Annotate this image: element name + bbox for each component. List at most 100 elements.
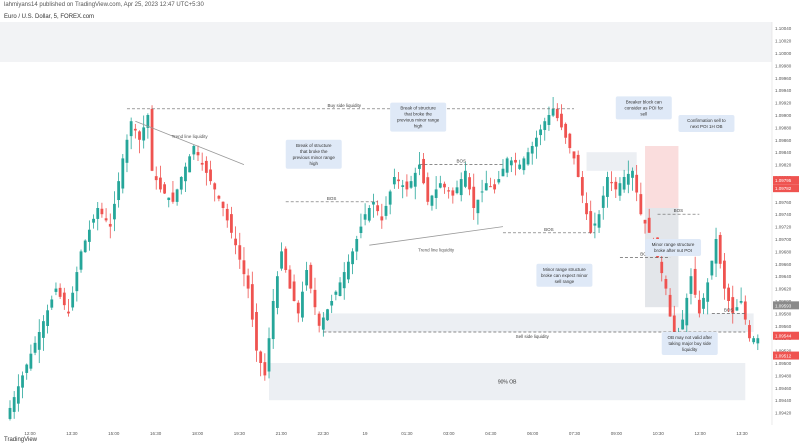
candle-body bbox=[37, 332, 41, 350]
x-tick-label: 22:30 bbox=[318, 431, 330, 436]
x-tick-label: 13:30 bbox=[66, 431, 78, 436]
candle-body bbox=[129, 121, 133, 137]
note-text: Break of structure bbox=[400, 106, 436, 111]
candle-body bbox=[275, 276, 279, 308]
ob-zone bbox=[269, 363, 746, 401]
candle-body bbox=[334, 291, 338, 295]
x-tick-label: 18:00 bbox=[192, 431, 204, 436]
note-breaker-block bbox=[615, 96, 672, 120]
candle-body bbox=[83, 240, 87, 253]
y-tick-label: 1.10040 bbox=[775, 26, 792, 31]
x-tick-label: 12:00 bbox=[694, 431, 706, 436]
candle-body bbox=[271, 301, 275, 340]
y-tick-label: 1.09900 bbox=[775, 113, 792, 118]
candle-body bbox=[92, 218, 95, 223]
candle-body bbox=[514, 159, 517, 163]
price-label-text: 1.09795 bbox=[775, 178, 792, 183]
candle-body bbox=[497, 179, 501, 183]
candle-body bbox=[259, 351, 263, 363]
candle-body bbox=[338, 282, 342, 296]
y-tick-label: 1.09840 bbox=[775, 150, 792, 155]
y-tick-label: 1.09720 bbox=[775, 225, 792, 230]
x-tick-label: 09:00 bbox=[611, 431, 623, 436]
candle-body bbox=[363, 214, 367, 220]
ob-zone-label: 90% OB bbox=[498, 380, 517, 386]
bos-label: BOS bbox=[674, 208, 684, 213]
note-text: consider as POI for bbox=[625, 105, 664, 110]
candle-body bbox=[438, 183, 442, 188]
candle-body bbox=[735, 307, 739, 311]
candle-body bbox=[480, 191, 484, 193]
publisher-info: lahmiyans14 published on TradingView.com… bbox=[4, 2, 204, 8]
candle-body bbox=[133, 128, 137, 131]
candle-body bbox=[138, 131, 141, 140]
sell-ob-zone bbox=[645, 146, 679, 208]
candle-body bbox=[397, 179, 400, 182]
candle-body bbox=[392, 177, 396, 185]
y-tick-label: 1.09460 bbox=[775, 386, 792, 391]
candle-body bbox=[472, 186, 476, 208]
x-tick-label: 19:30 bbox=[234, 431, 246, 436]
candle-body bbox=[647, 217, 651, 233]
candle-body bbox=[706, 282, 710, 302]
note-text: previous minor range bbox=[293, 155, 336, 160]
candle-body bbox=[547, 115, 551, 125]
note-minor-range-poi bbox=[645, 239, 702, 256]
x-tick-label: 15:00 bbox=[108, 431, 120, 436]
candle-body bbox=[489, 186, 492, 188]
candle-body bbox=[230, 214, 233, 233]
trend-label: Trend line liquidity bbox=[172, 134, 209, 139]
note-text: OB may not valid after bbox=[667, 335, 712, 340]
candle-body bbox=[221, 201, 225, 208]
note-minor-range bbox=[536, 263, 593, 287]
y-tick-label: 1.09480 bbox=[775, 373, 792, 378]
y-tick-label: 1.09740 bbox=[775, 212, 792, 217]
trend-label: Trend line liquidity bbox=[418, 247, 455, 252]
buy-side-label: Buy side liquidity bbox=[327, 103, 361, 108]
price-label-text: 1.09512 bbox=[775, 354, 792, 359]
candle-body bbox=[62, 292, 66, 306]
candle-body bbox=[739, 301, 743, 303]
candle-body bbox=[263, 362, 267, 376]
candle-body bbox=[601, 195, 605, 208]
candle-body bbox=[714, 239, 718, 264]
candle-body bbox=[163, 184, 166, 194]
candle-body bbox=[367, 208, 371, 221]
sell-side-label: Sell side liquidity bbox=[516, 334, 550, 339]
candle-body bbox=[159, 177, 162, 190]
candle-body bbox=[213, 183, 217, 190]
candle-body bbox=[643, 219, 647, 224]
y-tick-label: 1.09420 bbox=[775, 411, 792, 416]
y-tick-label: 1.09920 bbox=[775, 101, 792, 106]
candle-body bbox=[518, 164, 522, 169]
candle-body bbox=[451, 190, 455, 196]
note-text: sell bbox=[640, 111, 647, 116]
candle-body bbox=[422, 158, 425, 184]
note-text: Minor range structure bbox=[652, 242, 695, 247]
candle-body bbox=[142, 127, 146, 141]
candle-body bbox=[113, 203, 116, 220]
candle-body bbox=[639, 194, 643, 215]
note-bos-1 bbox=[285, 139, 342, 169]
price-label-text: 1.09593 bbox=[775, 303, 792, 308]
candle-body bbox=[309, 264, 313, 289]
candle-body bbox=[589, 211, 593, 233]
y-tick-label: 1.09640 bbox=[775, 274, 792, 279]
candle-body bbox=[413, 172, 417, 187]
top-shaded-band bbox=[0, 22, 772, 62]
candle-body bbox=[175, 189, 179, 202]
note-text: broke after nut POI bbox=[654, 248, 692, 253]
candle-body bbox=[539, 129, 542, 136]
candle-body bbox=[217, 195, 221, 199]
candle-body bbox=[46, 310, 49, 326]
candle-body bbox=[606, 177, 609, 197]
candle-body bbox=[610, 182, 613, 184]
candle-body bbox=[238, 245, 242, 260]
candle-body bbox=[668, 294, 672, 317]
y-tick-label: 1.09560 bbox=[775, 324, 792, 329]
note-text: Minor range structure bbox=[543, 267, 586, 272]
candle-body bbox=[476, 199, 480, 214]
candle-body bbox=[296, 302, 300, 314]
note-bos-2 bbox=[390, 102, 447, 132]
